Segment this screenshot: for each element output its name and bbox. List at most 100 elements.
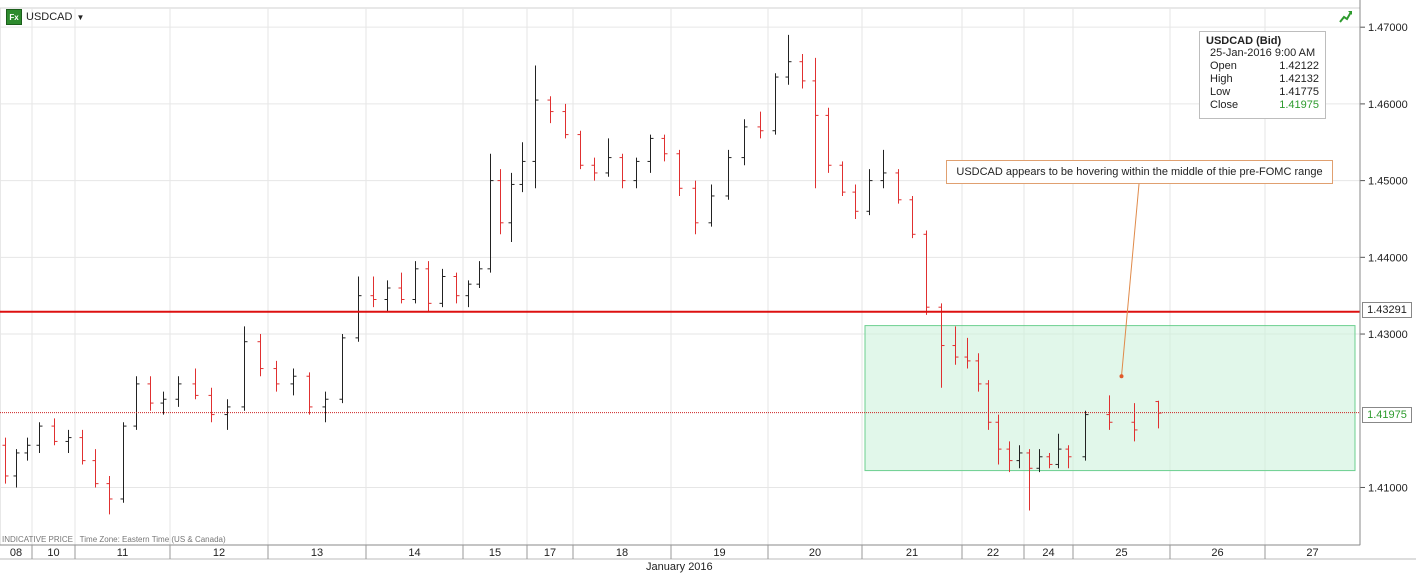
x-tick-label: 18 [616,547,628,559]
ohlc-bar [92,449,99,488]
ohlc-datetime: 25-Jan-2016 9:00 AM [1210,47,1316,59]
x-tick-label: 11 [117,547,128,559]
ohlc-bar [508,172,515,242]
ohlc-bar [1065,445,1072,469]
ohlc-bar [1055,433,1062,469]
ohlc-bar [1131,403,1138,442]
ohlc-bar [605,138,612,177]
ohlc-bar [2,437,9,484]
annotation-pointer [1119,183,1140,379]
ohlc-bar [208,387,215,423]
y-tick-label: 1.46000 [1368,99,1408,111]
ohlc-bar [355,276,362,342]
footer-note: INDICATIVE PRICE Time Zone: Eastern Time… [2,535,226,544]
x-tick-label: 20 [809,547,821,559]
chevron-down-icon[interactable]: ▼ [76,12,85,22]
ohlc-bar [1082,410,1089,461]
ohlc-bar [975,353,982,392]
ohlc-bar [661,134,668,162]
ohlc-bar [36,422,43,453]
ohlc-bars [2,34,1162,515]
ohlc-bar [497,169,504,235]
ohlc-bar [619,153,626,189]
ohlc-bar [106,475,113,515]
month-label: January 2016 [646,561,713,573]
x-tick-label: 19 [713,547,725,559]
x-tick-label: 15 [489,547,501,559]
x-tick-label: 10 [47,547,59,559]
ohlc-bar [425,261,432,312]
indicative-label: INDICATIVE PRICE [2,535,73,544]
ohlc-bar [519,142,526,193]
ohlc-bar [257,334,264,377]
ohlc-bar [1046,452,1053,469]
x-axis: 08 10 11 12 13 14 15 17 18 19 20 21 22 24 25 26 27 [0,544,1416,560]
ohlc-bar [322,391,329,423]
ohlc-bar [476,261,483,289]
timezone-label: Time Zone: Eastern Time (US & Canada) [79,535,226,544]
x-tick-label: 12 [213,547,225,559]
ohlc-bar [439,268,446,308]
ohlc-bar [290,368,297,396]
ohlc-bar [1006,441,1013,473]
ohlc-bar [175,376,182,407]
ohlc-bar [825,107,832,173]
x-tick-label: 26 [1211,547,1223,559]
ohlc-label: Close [1210,99,1239,111]
ohlc-bar [812,57,819,189]
ohlc-bar [995,414,1002,465]
pointer-line [1121,183,1140,377]
ohlc-bar [852,184,859,219]
ohlc-bar [633,157,640,189]
ohlc-bar [192,368,199,400]
y-tick-label: 1.44000 [1368,252,1408,264]
ohlc-bar [160,391,167,415]
ohlc-bar [384,280,391,312]
ohlc-bar [895,169,902,204]
ohlc-bar [1016,445,1023,469]
ohlc-bar [147,376,154,411]
y-axis: 1.47000 1.46000 1.45000 1.44000 1.43000 1.410… [1359,0,1408,545]
y-tick-label: 1.43000 [1368,329,1408,341]
ohlc-bar [1026,449,1033,511]
ohlc-value: 1.41775 [1279,86,1319,98]
x-tick-label: 17 [544,547,556,559]
ohlc-label: High [1210,73,1233,85]
ohlc-tooltip: USDCAD (Bid) 25-Jan-2016 9:00 AM Open 1.4… [1199,31,1326,119]
ohlc-bar [65,429,72,453]
ohlc-bar [938,303,945,388]
x-tick-label: 21 [906,547,918,559]
ohlc-bar [964,337,971,369]
ohlc-bar [647,134,654,173]
ohlc-bar [24,437,31,461]
ohlc-row-low: Low 1.41775 [1206,86,1319,99]
ohlc-bar [133,376,140,430]
ohlc-bar [412,261,419,304]
ohlc-datetime-row: 25-Jan-2016 9:00 AM [1206,47,1319,60]
ohlc-bar [741,119,748,166]
y-tick-label: 1.41000 [1368,482,1408,494]
ohlc-bar [708,184,715,227]
ohlc-bar [923,230,930,315]
ohlc-bar [532,65,539,189]
trend-up-icon[interactable] [1339,9,1353,23]
ohlc-bar [1106,395,1113,430]
current-price-tag: 1.41975 [1362,407,1412,423]
x-tick-label: 08 [10,547,22,559]
ohlc-bar [591,157,598,181]
pointer-dot [1119,374,1124,379]
level-lines [0,310,1360,414]
ohlc-bar [465,280,472,308]
ohlc-bar [273,360,280,392]
ohlc-bar [757,111,764,139]
symbol-selector[interactable]: Fx USDCAD ▼ [6,8,84,26]
annotation-text[interactable]: USDCAD appears to be hovering within the… [946,160,1333,184]
x-tick-label: 13 [311,547,323,559]
ohlc-bar [306,372,313,415]
ohlc-bar [785,34,792,85]
ohlc-bar [547,96,554,124]
x-tick-label: 22 [987,547,999,559]
ohlc-label: Open [1210,60,1237,72]
x-tick-label: 24 [1042,547,1054,559]
